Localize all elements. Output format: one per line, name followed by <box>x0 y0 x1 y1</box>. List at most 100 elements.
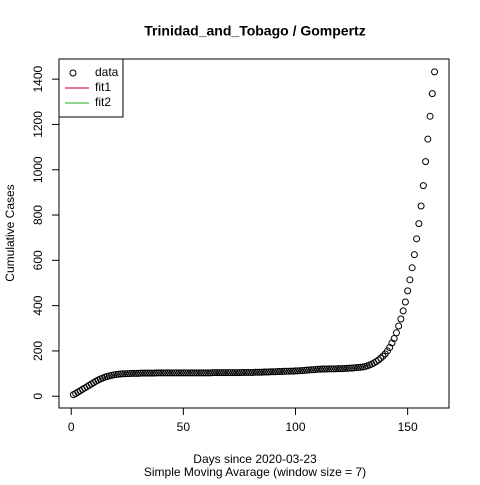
x-tick-label: 0 <box>68 420 75 434</box>
data-point <box>157 369 165 377</box>
data-point <box>318 365 326 373</box>
data-point <box>327 365 335 373</box>
data-point <box>152 369 160 377</box>
data-point <box>307 366 315 374</box>
data-point <box>280 367 288 375</box>
data-point <box>139 369 147 377</box>
data-point <box>197 369 205 377</box>
data-point <box>260 368 268 376</box>
legend-label: fit1 <box>95 80 111 94</box>
data-point <box>240 368 248 376</box>
data-point <box>285 367 293 375</box>
data-point <box>289 367 297 375</box>
data-point <box>114 370 122 378</box>
data-point <box>291 367 299 375</box>
data-point <box>332 365 340 373</box>
x-tick-label: 100 <box>285 420 305 434</box>
data-point <box>330 365 338 373</box>
data-point <box>159 369 167 377</box>
data-point <box>300 366 308 374</box>
data-point <box>164 369 172 377</box>
chart-title: Trinidad_and_Tobago / Gompertz <box>144 23 365 39</box>
data-point <box>408 264 416 272</box>
data-point <box>404 287 412 295</box>
data-point <box>283 367 291 375</box>
data-point <box>179 369 187 377</box>
data-point <box>334 365 342 373</box>
data-point <box>123 370 131 378</box>
data-point <box>244 368 252 376</box>
data-point <box>193 369 201 377</box>
data-point <box>424 135 432 143</box>
data-point <box>200 369 208 377</box>
data-point <box>419 182 427 190</box>
data-point <box>336 365 344 373</box>
data-point <box>119 370 127 378</box>
data-point <box>269 368 277 376</box>
data-point <box>413 235 421 243</box>
data-point <box>314 365 322 373</box>
data-point <box>161 369 169 377</box>
data-point <box>132 369 140 377</box>
data-point <box>410 251 418 259</box>
data-point <box>271 368 279 376</box>
data-point <box>339 365 347 373</box>
data-point <box>226 369 234 377</box>
data-point <box>215 369 223 377</box>
y-tick-label: 1200 <box>31 111 45 138</box>
data-point <box>309 366 317 374</box>
data-point <box>191 369 199 377</box>
data-point <box>251 368 259 376</box>
data-point <box>357 363 365 371</box>
data-point <box>341 364 349 372</box>
data-point <box>188 369 196 377</box>
data-point <box>128 369 136 377</box>
x-axis-label: Days since 2020-03-23 <box>193 452 317 466</box>
data-point <box>209 369 217 377</box>
data-point <box>395 322 403 330</box>
data-point <box>352 364 360 372</box>
data-point <box>348 364 356 372</box>
data-point <box>343 364 351 372</box>
data-point <box>296 367 304 375</box>
data-point <box>397 315 405 323</box>
data-point <box>220 369 228 377</box>
data-point <box>262 368 270 376</box>
data-point <box>137 369 145 377</box>
data-point <box>238 368 246 376</box>
data-point <box>406 276 414 284</box>
data-point <box>287 367 295 375</box>
y-tick-label: 1400 <box>31 65 45 92</box>
data-point <box>345 364 353 372</box>
data-point <box>325 365 333 373</box>
data-point <box>321 365 329 373</box>
data-point <box>166 369 174 377</box>
data-point <box>112 370 120 378</box>
legend-label: data <box>95 65 119 79</box>
data-point <box>253 368 261 376</box>
data-point <box>258 368 266 376</box>
data-point <box>312 365 320 373</box>
data-point <box>267 368 275 376</box>
data-point <box>242 368 250 376</box>
data-point <box>399 307 407 315</box>
data-point <box>217 369 225 377</box>
data-point <box>202 369 210 377</box>
x-tick-label: 150 <box>398 420 418 434</box>
data-point <box>177 369 185 377</box>
data-point <box>278 368 286 376</box>
data-point <box>117 370 125 378</box>
data-point <box>148 369 156 377</box>
data-point <box>146 369 154 377</box>
data-point <box>417 202 425 210</box>
data-point <box>354 363 362 371</box>
y-tick-label: 200 <box>31 341 45 361</box>
data-point <box>298 367 306 375</box>
data-point <box>392 329 400 337</box>
data-point <box>350 364 358 372</box>
data-point <box>274 368 282 376</box>
data-point <box>233 369 241 377</box>
data-point <box>323 365 331 373</box>
data-point <box>150 369 158 377</box>
data-point <box>374 356 382 364</box>
